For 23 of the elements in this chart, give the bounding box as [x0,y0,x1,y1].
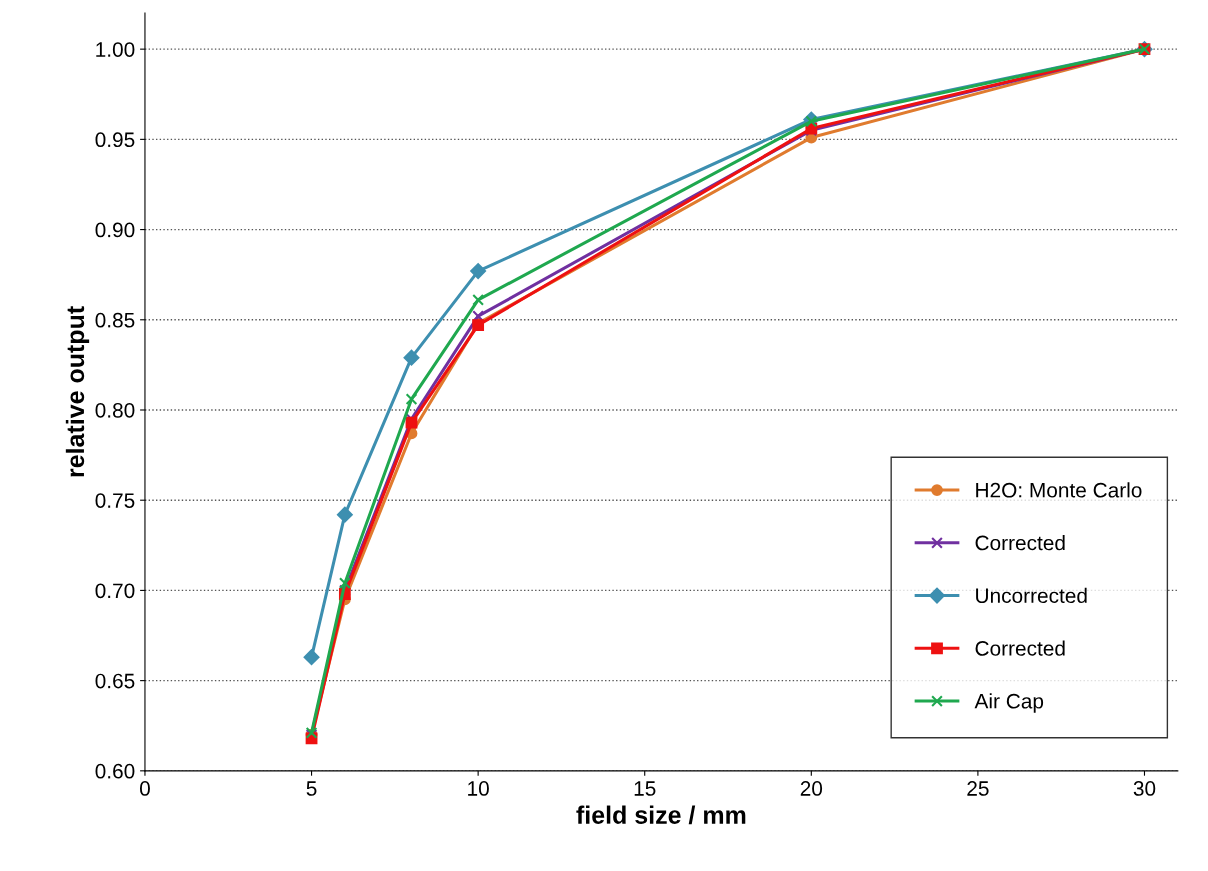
y-tick-label: 0.85 [95,312,135,328]
legend-label: Corrected [975,535,1065,551]
legend-label: Air Cap [974,693,1044,713]
x-axis-title: field size / mm [576,805,746,825]
y-tick-label: 1.00 [96,42,135,57]
x-tick-label: 5 [306,781,317,796]
legend-label: Uncorrected [976,587,1087,604]
y-tick-label: 0.65 [95,673,135,689]
x-tick-label: 30 [1133,781,1156,796]
y-tick-label: 0.90 [95,222,135,238]
y-tick-label: 0.70 [95,583,135,599]
y-tick-label: 0.80 [95,402,135,418]
legend-label: Corrected [975,640,1065,656]
y-tick-label: 0.75 [95,493,135,508]
x-tick-label: 25 [967,781,989,796]
x-tick-label: 0 [139,781,150,796]
x-tick-label: 15 [634,781,656,796]
y-tick-label: 0.60 [95,763,135,779]
x-tick-label: 10 [468,781,489,796]
legend-label: H2O: Monte Carlo [976,482,1142,498]
y-tick-label: 0.95 [95,132,135,148]
x-tick-label: 20 [800,781,823,796]
y-axis-title: relative output [65,306,90,477]
